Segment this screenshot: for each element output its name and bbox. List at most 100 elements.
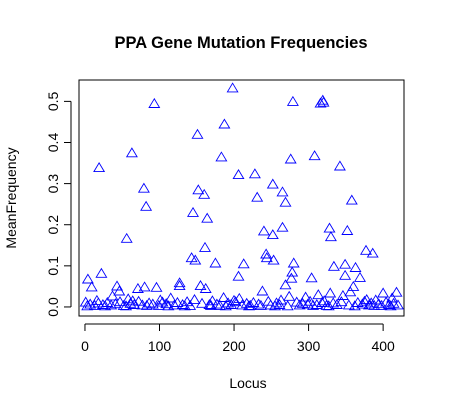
data-point bbox=[281, 300, 294, 311]
plot-frame bbox=[78, 79, 405, 317]
data-point bbox=[173, 280, 186, 291]
data-point bbox=[377, 287, 390, 298]
data-point bbox=[113, 285, 126, 296]
x-axis-label: Locus bbox=[229, 375, 266, 391]
data-points bbox=[79, 82, 404, 311]
data-point bbox=[276, 186, 289, 197]
data-point bbox=[95, 267, 108, 278]
data-point bbox=[333, 160, 346, 171]
data-point bbox=[339, 258, 352, 269]
data-point bbox=[279, 279, 292, 290]
data-point bbox=[126, 295, 139, 306]
x-tick-label: 400 bbox=[371, 338, 395, 354]
data-point bbox=[383, 299, 396, 309]
data-point bbox=[279, 196, 292, 207]
data-point bbox=[148, 97, 161, 108]
data-point bbox=[248, 168, 261, 179]
data-point bbox=[137, 182, 150, 193]
data-point bbox=[164, 292, 177, 303]
data-point bbox=[267, 254, 280, 265]
data-point bbox=[307, 299, 320, 310]
data-point bbox=[217, 292, 230, 302]
data-point bbox=[358, 295, 371, 306]
data-point bbox=[347, 280, 360, 291]
data-point bbox=[266, 229, 279, 240]
data-point bbox=[283, 290, 296, 301]
data-point bbox=[330, 299, 343, 309]
data-point bbox=[162, 300, 175, 311]
data-point bbox=[308, 150, 321, 161]
data-point bbox=[228, 294, 240, 305]
data-point bbox=[317, 96, 330, 107]
data-point bbox=[213, 299, 226, 310]
data-point bbox=[120, 232, 133, 243]
data-point bbox=[390, 286, 403, 297]
data-point bbox=[284, 153, 297, 164]
data-point bbox=[187, 206, 199, 217]
data-point bbox=[204, 299, 217, 310]
data-point bbox=[349, 261, 362, 272]
data-point bbox=[366, 247, 379, 258]
data-point bbox=[85, 281, 98, 292]
data-point bbox=[210, 298, 223, 309]
data-point bbox=[247, 296, 260, 307]
data-point bbox=[287, 257, 300, 268]
data-point bbox=[354, 271, 366, 282]
x-tick-label: 0 bbox=[81, 338, 89, 354]
x-tick-label: 200 bbox=[222, 338, 246, 354]
data-point bbox=[140, 200, 153, 211]
data-point bbox=[380, 296, 393, 307]
data-point bbox=[93, 162, 106, 173]
data-point bbox=[81, 300, 94, 311]
data-point bbox=[299, 291, 312, 302]
data-point bbox=[368, 299, 381, 310]
data-point bbox=[189, 254, 202, 265]
data-point bbox=[360, 244, 372, 255]
data-point bbox=[365, 297, 378, 308]
data-point bbox=[106, 290, 119, 301]
data-point bbox=[215, 151, 228, 162]
data-point bbox=[206, 295, 219, 306]
data-point bbox=[209, 257, 222, 268]
data-point bbox=[269, 300, 281, 311]
data-point bbox=[232, 270, 245, 281]
data-point bbox=[191, 128, 204, 139]
data-point bbox=[81, 273, 94, 284]
data-point bbox=[188, 294, 201, 305]
data-point bbox=[345, 194, 358, 205]
data-point bbox=[109, 298, 122, 309]
data-point bbox=[88, 299, 101, 310]
data-point bbox=[237, 258, 250, 269]
data-point bbox=[194, 280, 207, 291]
data-point bbox=[105, 299, 118, 310]
data-point bbox=[260, 252, 273, 263]
data-point bbox=[192, 184, 205, 195]
x-axis: 0 100 200 300 400 bbox=[81, 323, 395, 354]
data-point bbox=[131, 282, 144, 293]
data-point bbox=[233, 292, 246, 303]
y-axis-label: MeanFrequency bbox=[3, 147, 19, 248]
data-point bbox=[324, 231, 337, 242]
data-point bbox=[285, 272, 298, 283]
data-point bbox=[301, 298, 314, 309]
data-point bbox=[125, 147, 138, 158]
data-point bbox=[218, 118, 231, 129]
data-point bbox=[275, 294, 287, 305]
data-point bbox=[386, 292, 399, 303]
data-point bbox=[124, 297, 137, 308]
data-point bbox=[160, 298, 173, 309]
data-point bbox=[252, 298, 265, 309]
y-tick-label: 0.5 bbox=[45, 91, 61, 111]
x-tick-label: 100 bbox=[148, 338, 172, 354]
data-point bbox=[222, 297, 235, 308]
data-point bbox=[316, 296, 328, 307]
data-point bbox=[341, 224, 354, 235]
data-point bbox=[90, 294, 103, 305]
data-point bbox=[348, 300, 361, 311]
data-point bbox=[257, 225, 270, 236]
data-point bbox=[150, 281, 163, 292]
y-tick-label: 0.1 bbox=[45, 256, 61, 276]
data-point bbox=[344, 286, 357, 297]
